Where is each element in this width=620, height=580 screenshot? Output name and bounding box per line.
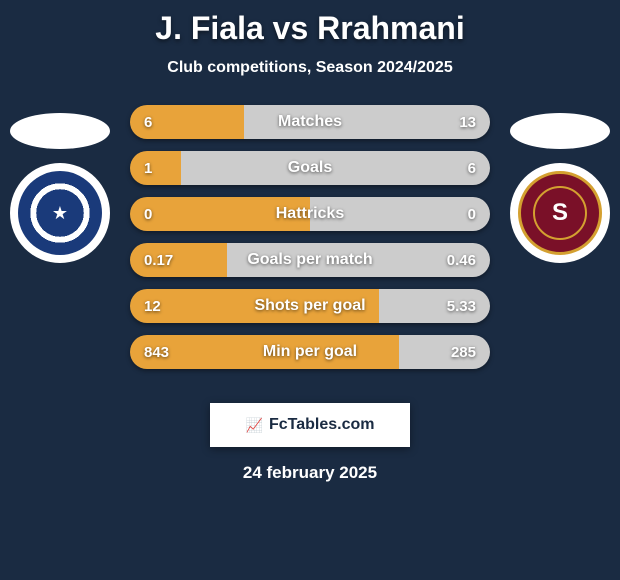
comparison-content: 613Matches 16Goals 00Hattricks 0.170.46Goal… — [0, 105, 620, 385]
sparta-logo-icon — [518, 171, 602, 255]
page-subtitle: Club competitions, Season 2024/2025 — [0, 59, 620, 77]
stat-row: 0.170.46Goals per match — [130, 243, 490, 277]
left-team-logo — [10, 163, 110, 263]
sigma-logo-icon — [18, 171, 102, 255]
stat-label: Min per goal — [130, 343, 490, 361]
right-oval-shadow — [510, 113, 610, 149]
stat-bars-container: 613Matches 16Goals 00Hattricks 0.170.46Goal… — [130, 105, 490, 381]
stat-row: 16Goals — [130, 151, 490, 185]
brand-badge: 📈 FcTables.com — [210, 403, 410, 447]
stat-row: 125.33Shots per goal — [130, 289, 490, 323]
brand-text: FcTables.com — [269, 416, 375, 434]
stat-label: Matches — [130, 113, 490, 131]
stat-label: Goals — [130, 159, 490, 177]
stat-label: Shots per goal — [130, 297, 490, 315]
footer-date: 24 february 2025 — [0, 463, 620, 483]
stat-row: 613Matches — [130, 105, 490, 139]
stat-row: 00Hattricks — [130, 197, 490, 231]
page-title: J. Fiala vs Rrahmani — [0, 0, 620, 47]
stat-label: Hattricks — [130, 205, 490, 223]
right-team-logo — [510, 163, 610, 263]
chart-icon: 📈 — [246, 417, 263, 434]
left-oval-shadow — [10, 113, 110, 149]
stat-row: 843285Min per goal — [130, 335, 490, 369]
stat-label: Goals per match — [130, 251, 490, 269]
